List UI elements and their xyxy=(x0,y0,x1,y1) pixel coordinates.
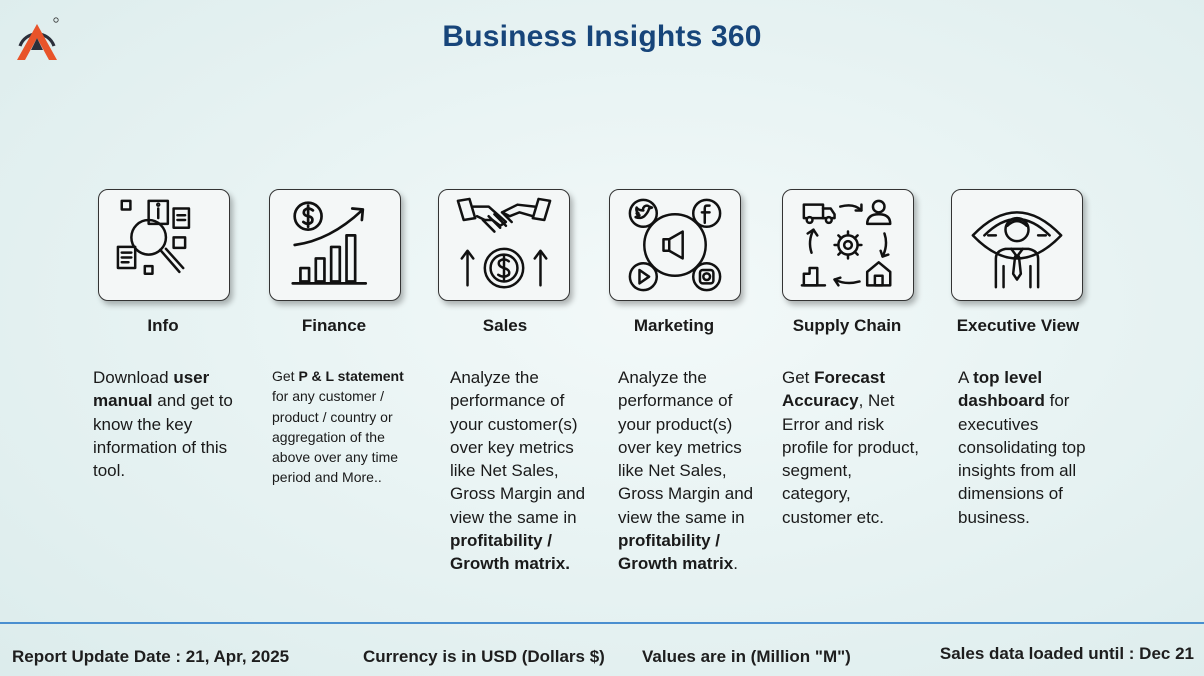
executive-view-button[interactable] xyxy=(951,189,1083,301)
supply-chain-cycle-icon xyxy=(800,199,892,287)
description-text: for executives consolidating top insight… xyxy=(958,391,1086,527)
card-desc-supply-chain: Get Forecast Accuracy, Net Error and ris… xyxy=(782,366,922,529)
card-desc-finance: Get P & L statement for any customer / p… xyxy=(272,366,412,488)
finance-button[interactable] xyxy=(269,189,401,301)
report-update-date: Report Update Date : 21, Apr, 2025 xyxy=(12,647,290,666)
description-bold-text: P & L statement xyxy=(298,368,404,384)
nav-card-info[interactable] xyxy=(98,189,230,301)
info-button[interactable] xyxy=(98,189,230,301)
description-text: A xyxy=(958,368,974,387)
nav-card-finance[interactable] xyxy=(269,189,401,301)
finance-growth-icon xyxy=(291,201,368,285)
card-title-executive-view: Executive View xyxy=(956,316,1080,335)
values-unit-note: Values are in (Million "M") xyxy=(642,647,851,666)
description-text: . xyxy=(733,554,738,574)
description-text: Analyze the performance of your customer… xyxy=(450,368,586,527)
card-title-info: Info xyxy=(147,316,179,335)
card-title-marketing: Marketing xyxy=(633,316,715,335)
card-desc-marketing: Analyze the performance of your product(… xyxy=(618,366,768,576)
page-title: Business Insights 360 xyxy=(442,20,762,53)
card-title-sales: Sales xyxy=(482,316,528,335)
description-text: Get xyxy=(782,368,815,387)
footer-divider xyxy=(0,622,1204,624)
description-text: Download xyxy=(93,368,174,387)
card-desc-info: Download user manual and get to know the… xyxy=(93,366,233,482)
card-desc-executive-view: A top level dashboard for executives con… xyxy=(958,366,1098,529)
nav-card-marketing[interactable] xyxy=(609,189,741,301)
company-logo xyxy=(12,14,62,64)
description-text: for any customer / product / country or … xyxy=(272,388,399,486)
nav-card-supply-chain[interactable] xyxy=(782,189,914,301)
description-bold-text: Forecast Accuracy xyxy=(782,368,885,411)
sales-button[interactable] xyxy=(438,189,570,301)
marketing-button[interactable] xyxy=(609,189,741,301)
nav-card-executive-view[interactable] xyxy=(951,189,1083,301)
info-search-icon xyxy=(116,199,191,276)
description-bold-text: user manual xyxy=(93,368,210,411)
description-text: Get xyxy=(272,368,299,384)
description-text: Analyze the performance of your product(… xyxy=(618,368,754,527)
card-desc-sales: Analyze the performance of your customer… xyxy=(450,366,600,576)
description-text: , Net Error and risk profile for product… xyxy=(782,391,920,527)
description-bold-text: profitability / Growth matrix xyxy=(618,531,734,574)
card-title-finance: Finance xyxy=(301,316,367,335)
description-bold-text: top level dashboard xyxy=(958,368,1045,411)
sales-data-loaded: Sales data loaded until : Dec 21 xyxy=(939,644,1194,663)
handshake-dollar-icon xyxy=(456,197,552,289)
description-bold-text: profitability / Growth matrix. xyxy=(450,531,570,574)
currency-note: Currency is in USD (Dollars $) xyxy=(363,647,605,666)
executive-vision-icon xyxy=(971,211,1063,289)
supply-chain-button[interactable] xyxy=(782,189,914,301)
social-media-icon xyxy=(628,198,722,292)
card-title-supply-chain: Supply Chain xyxy=(792,316,902,335)
nav-card-sales[interactable] xyxy=(438,189,570,301)
description-text: and get to know the key information of t… xyxy=(93,391,233,481)
